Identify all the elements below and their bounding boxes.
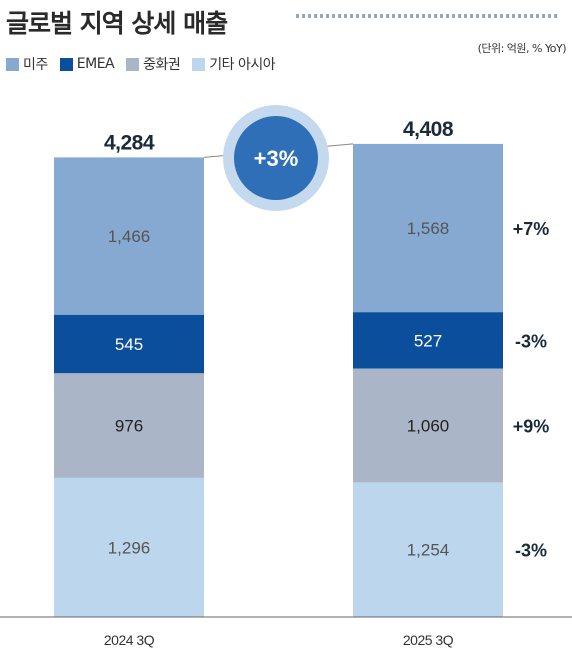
- legend-item: EMEA: [59, 56, 115, 72]
- bar-segment: [353, 368, 503, 483]
- legend-item: 미주: [6, 54, 48, 74]
- bar-segment: [54, 373, 204, 478]
- legend-swatch: [59, 57, 73, 71]
- legend-label: 미주: [23, 57, 48, 73]
- segment-label: 1,466: [108, 227, 151, 246]
- unit-note: (단위: 억원, % YoY): [477, 42, 567, 55]
- bar-segment: [54, 314, 204, 374]
- yoy-label: -3%: [515, 331, 547, 351]
- total-label: 4,408: [403, 118, 454, 141]
- x-tick-label: 2024 3Q: [104, 632, 155, 648]
- x-tick-label: 2025 3Q: [403, 632, 454, 648]
- yoy-label: +7%: [513, 219, 550, 239]
- legend: 미주 EMEA 중화권 기타 아시아: [6, 54, 287, 74]
- title-divider: [296, 14, 558, 18]
- legend-label: 중화권: [143, 57, 181, 73]
- legend-label: 기타 아시아: [209, 57, 276, 73]
- segment-label: 545: [115, 335, 143, 354]
- legend-swatch: [126, 57, 140, 71]
- bar-segment: [353, 312, 503, 369]
- segment-label: 1,568: [407, 219, 450, 238]
- page-title: 글로벌 지역 상세 매출: [6, 9, 228, 38]
- yoy-label: +9%: [513, 417, 550, 437]
- segment-label: 1,060: [407, 417, 450, 436]
- bar-segment: [54, 477, 204, 617]
- segment-label: 527: [414, 331, 442, 350]
- segment-label: 976: [115, 417, 143, 436]
- yoy-label: -3%: [515, 541, 547, 561]
- legend-item: 기타 아시아: [192, 54, 276, 74]
- total-label: 4,284: [104, 131, 155, 154]
- bar-segment: [353, 143, 503, 313]
- bar-segment: [353, 482, 503, 617]
- legend-item: 중화권: [126, 54, 181, 74]
- legend-swatch: [6, 57, 19, 71]
- segment-label: 1,254: [407, 541, 450, 560]
- bar-segment: [54, 157, 204, 315]
- growth-badge: [234, 116, 318, 200]
- legend-swatch: [192, 57, 206, 71]
- growth-badge-label: +3%: [254, 146, 299, 171]
- legend-label: EMEA: [76, 56, 115, 72]
- segment-label: 1,296: [108, 539, 151, 558]
